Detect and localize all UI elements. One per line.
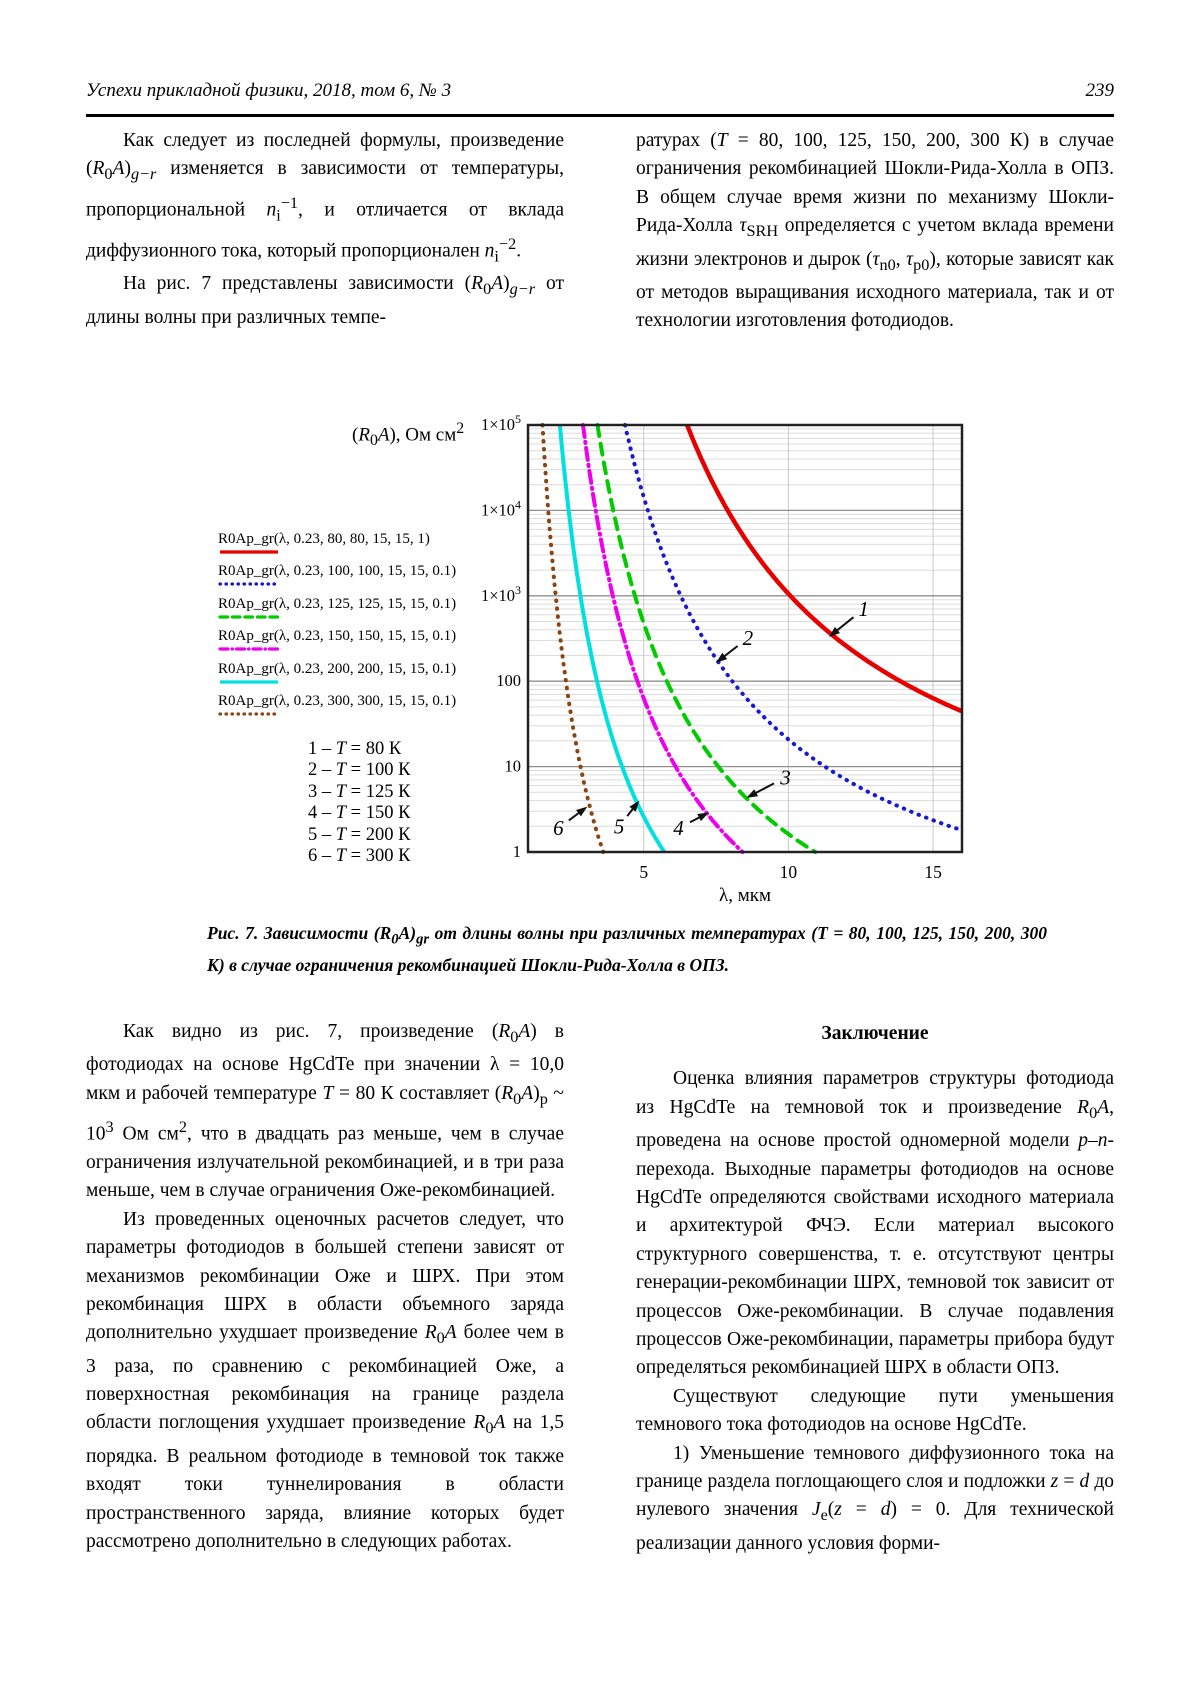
curve-5-T200 bbox=[557, 424, 666, 854]
y-tick-label: 100 bbox=[496, 671, 521, 690]
curve-annotation-arrowhead bbox=[828, 626, 840, 637]
legend-line-sample bbox=[218, 582, 280, 586]
curve-number-label: 5 bbox=[614, 814, 625, 838]
curve-1-T80 bbox=[685, 424, 964, 714]
conclusion-heading: Заключение bbox=[821, 1023, 929, 1044]
curve-annotation-arrowhead bbox=[629, 800, 640, 812]
legend-formula: R0Ap_gr(λ, 0.23, 200, 200, 15, 15, 0.1) bbox=[218, 660, 457, 677]
x-tick-label: 15 bbox=[924, 862, 942, 882]
curve-3-T125 bbox=[595, 423, 818, 854]
legend-item-curve-6: R0Ap_gr(λ, 0.23, 300, 300, 15, 15, 0.1) bbox=[218, 693, 456, 725]
header-rule bbox=[86, 114, 1114, 117]
bottom-left-column: Как видно из рис. 7, произведение (R0A) … bbox=[86, 1018, 564, 1558]
y-tick-label: 1×104 bbox=[481, 497, 521, 519]
curve-annotation-arrowhead bbox=[697, 812, 709, 822]
top-text-columns: Как следует из последней формулы, произв… bbox=[86, 127, 1114, 336]
y-tick-label: 1×103 bbox=[481, 583, 521, 605]
y-tick-label: 1 bbox=[513, 842, 521, 861]
legend-item-curve-5: R0Ap_gr(λ, 0.23, 200, 200, 15, 15, 0.1) bbox=[218, 661, 456, 693]
bottom-text-columns: Как видно из рис. 7, произведение (R0A) … bbox=[86, 1018, 1114, 1558]
legend-line-sample bbox=[218, 647, 280, 651]
curve-2-T100 bbox=[623, 423, 964, 833]
x-tick-label: 5 bbox=[639, 862, 648, 882]
page-number: 239 bbox=[1085, 80, 1115, 101]
curve-number-label: 2 bbox=[743, 626, 754, 650]
figure-caption: Рис. 7. Зависимости (R0A)gr от длины вол… bbox=[207, 923, 1048, 975]
legend-formula: R0Ap_gr(λ, 0.23, 80, 80, 15, 15, 1) bbox=[218, 531, 430, 547]
legend-formula: R0Ap_gr(λ, 0.23, 125, 125, 15, 15, 0.1) bbox=[218, 595, 457, 612]
legend-formula: R0Ap_gr(λ, 0.23, 100, 100, 15, 15, 0.1) bbox=[218, 563, 457, 580]
top-right-column: ратурах (T = 80, 100, 125, 150, 200, 300… bbox=[636, 127, 1114, 336]
legend-line-sample bbox=[220, 550, 278, 554]
legend-line-sample bbox=[218, 615, 280, 619]
curve-annotation-arrowhead bbox=[576, 806, 588, 817]
paragraph: 1) Уменьшение темнового диффузионного то… bbox=[636, 1442, 1114, 1554]
temperature-key-item: 6 – T = 300 К bbox=[308, 846, 411, 867]
temperature-key-item: 2 – T = 100 К bbox=[308, 760, 411, 781]
paragraph: Оценка влияния параметров структуры фото… bbox=[636, 1068, 1114, 1379]
curve-4-T150 bbox=[581, 423, 745, 854]
curve-annotation-arrowhead bbox=[746, 789, 759, 798]
temperature-key-item: 5 – T = 200 К bbox=[308, 824, 411, 845]
y-tick-label: 1×105 bbox=[481, 412, 521, 434]
curve-number-label: 6 bbox=[553, 816, 564, 840]
plot-frame bbox=[526, 423, 964, 854]
legend-item-curve-4: R0Ap_gr(λ, 0.23, 150, 150, 15, 15, 0.1) bbox=[218, 628, 456, 660]
temperature-key-item: 3 – T = 125 К bbox=[308, 781, 411, 802]
top-left-column: Как следует из последней формулы, произв… bbox=[86, 127, 564, 336]
x-tick-label: 10 bbox=[780, 862, 798, 882]
paragraph: Из проведенных оценочных расчетов следуе… bbox=[86, 1208, 564, 1552]
legend-formula: R0Ap_gr(λ, 0.23, 150, 150, 15, 15, 0.1) bbox=[218, 628, 457, 645]
paragraph: Существуют следующие пути уменьшения тем… bbox=[636, 1385, 1114, 1436]
chart-legend: R0Ap_gr(λ, 0.23, 80, 80, 15, 15, 1) R0Ap_… bbox=[218, 531, 456, 725]
x-axis-label: λ, мкм bbox=[719, 885, 771, 905]
temperature-key-item: 1 – T = 80 К bbox=[308, 739, 402, 759]
page-header: Успехи прикладной физики, 2018, том 6, №… bbox=[86, 80, 1114, 102]
chart-title: (R0A), Ом см2 bbox=[352, 420, 465, 450]
y-tick-label: 10 bbox=[505, 757, 522, 776]
bottom-right-column: Заключение Оценка влияния параметров стр… bbox=[636, 1018, 1114, 1558]
legend-line-sample bbox=[220, 679, 278, 684]
temperature-key-item: 4 – T = 150 К bbox=[308, 803, 411, 824]
paragraph: ратурах (T = 80, 100, 125, 150, 200, 300… bbox=[636, 130, 1115, 332]
legend-formula: R0Ap_gr(λ, 0.23, 300, 300, 15, 15, 0.1) bbox=[218, 692, 457, 709]
legend-item-curve-1: R0Ap_gr(λ, 0.23, 80, 80, 15, 15, 1) bbox=[218, 531, 456, 563]
curve-number-label: 4 bbox=[673, 816, 684, 840]
conclusion-paragraphs: Оценка влияния параметров структуры фото… bbox=[636, 1065, 1114, 1558]
plot-area bbox=[528, 425, 962, 852]
curve-number-label: 3 bbox=[779, 765, 791, 789]
paragraph: На рис. 7 представлены зависимости (R0A)… bbox=[86, 273, 564, 328]
legend-line-sample bbox=[218, 712, 280, 716]
curve-number-label: 1 bbox=[858, 597, 869, 621]
curve-annotation-arrowhead bbox=[716, 652, 728, 663]
journal-title: Успехи прикладной физики, 2018, том 6, №… bbox=[86, 80, 452, 101]
paragraph: Как видно из рис. 7, произведение (R0A) … bbox=[86, 1021, 564, 1202]
legend-item-curve-2: R0Ap_gr(λ, 0.23, 100, 100, 15, 15, 0.1) bbox=[218, 563, 456, 595]
legend-item-curve-3: R0Ap_gr(λ, 0.23, 125, 125, 15, 15, 0.1) bbox=[218, 596, 456, 628]
paragraph: Как следует из последней формулы, произв… bbox=[86, 130, 564, 265]
